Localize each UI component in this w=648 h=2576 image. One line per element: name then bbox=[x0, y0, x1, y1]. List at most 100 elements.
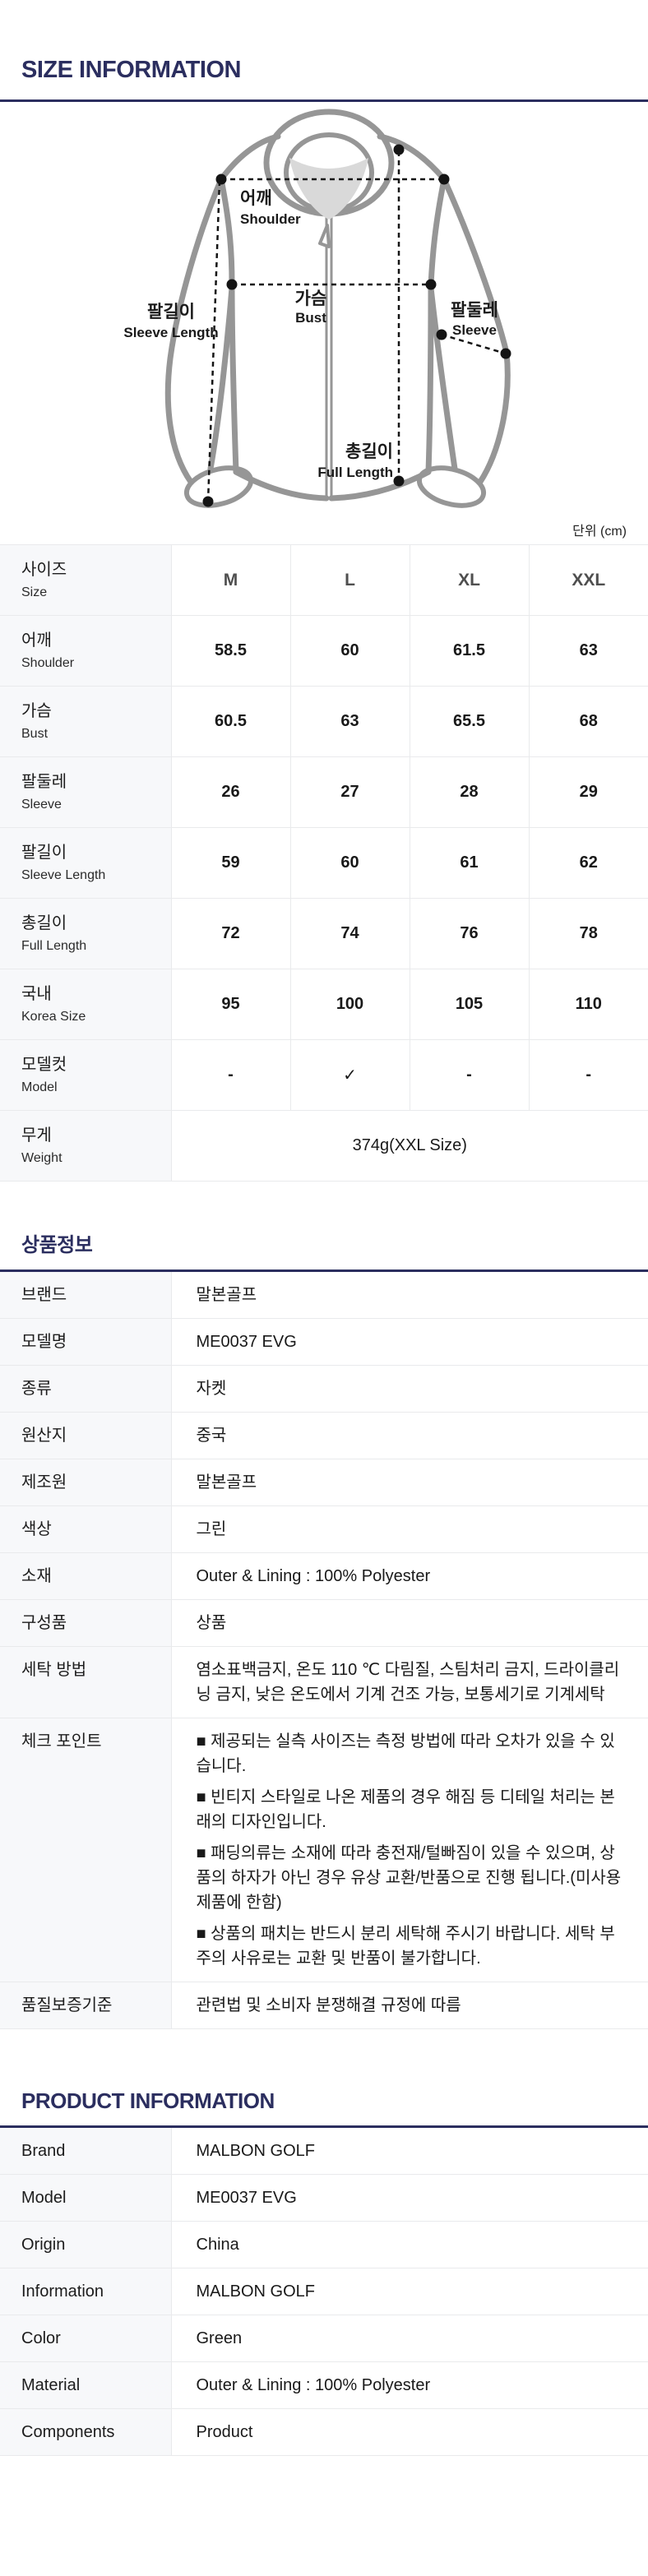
info-row-category: 종류 자켓 bbox=[0, 1365, 648, 1413]
row-label: 종류 bbox=[0, 1365, 172, 1413]
row-value: Outer & Lining : 100% Polyester bbox=[171, 2361, 648, 2409]
check-point-item: ■ 패딩의류는 소재에 따라 충전재/털빠짐이 있을 수 있으며, 상품의 하자… bbox=[196, 1844, 622, 1912]
row-value: 그린 bbox=[171, 1505, 648, 1553]
info-row-brand-en: Brand MALBON GOLF bbox=[0, 2128, 648, 2175]
row-value: 관련법 및 소비자 분쟁해결 규정에 따름 bbox=[171, 1982, 648, 2029]
size-value-cell: 105 bbox=[409, 969, 530, 1040]
row-label: 국내 Korea Size bbox=[0, 969, 172, 1040]
row-label: 품질보증기준 bbox=[0, 1982, 172, 2029]
section-divider bbox=[0, 99, 648, 102]
diagram-bust-label-ko: 가슴 bbox=[295, 289, 327, 308]
info-row-color-en: Color Green bbox=[0, 2315, 648, 2362]
size-value-cell: 28 bbox=[409, 756, 530, 828]
size-table-row-sleeve: 팔둘레 Sleeve 26 27 28 29 bbox=[0, 756, 648, 828]
size-value-cell: 76 bbox=[409, 898, 530, 969]
row-label: 총길이 Full Length bbox=[0, 898, 172, 969]
info-row-model-en: Model ME0037 EVG bbox=[0, 2174, 648, 2222]
info-row-model-name: 모델명 ME0037 EVG bbox=[0, 1318, 648, 1366]
row-value: Product bbox=[171, 2408, 648, 2456]
size-value-cell: 60.5 bbox=[170, 686, 291, 757]
product-info-en-table: Brand MALBON GOLF Model ME0037 EVG Origi… bbox=[0, 2128, 648, 2456]
diagram-shoulder-label-en: Shoulder bbox=[240, 211, 301, 227]
check-point-item: ■ 제공되는 실측 사이즈는 측정 방법에 따라 오차가 있을 수 있습니다. bbox=[196, 1732, 615, 1775]
row-label: 원산지 bbox=[0, 1412, 172, 1459]
row-label: 체크 포인트 bbox=[0, 1718, 172, 1982]
info-row-material-en: Material Outer & Lining : 100% Polyester bbox=[0, 2361, 648, 2409]
diagram-sleeve-length-label-en: Sleeve Length bbox=[123, 325, 218, 340]
row-value: ME0037 EVG bbox=[171, 2174, 648, 2222]
row-label: 무게 Weight bbox=[0, 1110, 172, 1182]
row-label: 소재 bbox=[0, 1552, 172, 1600]
section-divider bbox=[0, 2125, 648, 2128]
row-label: 모델명 bbox=[0, 1318, 172, 1366]
info-row-warranty: 품질보증기준 관련법 및 소비자 분쟁해결 규정에 따름 bbox=[0, 1982, 648, 2029]
row-label: 팔길이 Sleeve Length bbox=[0, 827, 172, 899]
row-value: Outer & Lining : 100% Polyester bbox=[171, 1552, 648, 1600]
row-label: 브랜드 bbox=[0, 1272, 172, 1319]
info-row-components-en: Components Product bbox=[0, 2408, 648, 2456]
row-label: 구성품 bbox=[0, 1599, 172, 1647]
row-label: Information bbox=[0, 2268, 172, 2315]
row-label: 세탁 방법 bbox=[0, 1646, 172, 1718]
collar-fill bbox=[289, 158, 368, 220]
size-table-row-bust: 가슴 Bust 60.5 63 65.5 68 bbox=[0, 686, 648, 757]
size-table-row-model-cut: 모델컷 Model - ✓ - - bbox=[0, 1039, 648, 1111]
size-value-cell: 59 bbox=[170, 827, 291, 899]
model-cut-cell: - bbox=[409, 1039, 530, 1111]
size-value-cell: 60 bbox=[289, 827, 410, 899]
size-value-cell: 29 bbox=[528, 756, 648, 828]
size-table-row-korea-size: 국내 Korea Size 95 100 105 110 bbox=[0, 969, 648, 1040]
row-value: ME0037 EVG bbox=[171, 1318, 648, 1366]
size-column-m: M bbox=[170, 544, 291, 616]
size-column-l: L bbox=[289, 544, 410, 616]
diagram-shoulder-label-ko: 어깨 bbox=[240, 189, 272, 208]
unit-label: 단위 (cm) bbox=[572, 525, 627, 539]
size-column-xl: XL bbox=[409, 544, 530, 616]
jacket-measurement-diagram: 어깨 Shoulder 가슴 Bust 팔길이 Sleeve Length 팔둘… bbox=[123, 109, 511, 508]
size-value-cell: 63 bbox=[528, 615, 648, 687]
size-value-cell: 72 bbox=[170, 898, 291, 969]
size-value-cell: 26 bbox=[170, 756, 291, 828]
size-table-header-label: 사이즈 Size bbox=[0, 544, 172, 616]
info-row-origin: 원산지 중국 bbox=[0, 1412, 648, 1459]
row-value: Green bbox=[171, 2315, 648, 2362]
row-value: 상품 bbox=[171, 1599, 648, 1647]
row-value: 말본골프 bbox=[171, 1459, 648, 1506]
size-value-cell: 27 bbox=[289, 756, 410, 828]
size-table-row-sleeve-length: 팔길이 Sleeve Length 59 60 61 62 bbox=[0, 827, 648, 899]
size-value-cell: 95 bbox=[170, 969, 291, 1040]
size-table-header-row: 사이즈 Size M L XL XXL bbox=[0, 544, 648, 616]
row-label: 어깨 Shoulder bbox=[0, 615, 172, 687]
size-value-cell: 58.5 bbox=[170, 615, 291, 687]
size-value-cell: 74 bbox=[289, 898, 410, 969]
section-divider bbox=[0, 1270, 648, 1272]
diagram-full-length-label-en: Full Length bbox=[317, 465, 393, 480]
product-info-ko-title: 상품정보 bbox=[21, 1234, 93, 1256]
row-value: MALBON GOLF bbox=[171, 2268, 648, 2315]
row-value: China bbox=[171, 2221, 648, 2268]
size-value-cell: 78 bbox=[528, 898, 648, 969]
size-value-cell: 61 bbox=[409, 827, 530, 899]
diagram-full-length-label-ko: 총길이 bbox=[345, 442, 393, 461]
size-value-cell: 60 bbox=[289, 615, 410, 687]
info-row-origin-en: Origin China bbox=[0, 2221, 648, 2268]
row-value: 염소표백금지, 온도 110 ℃ 다림질, 스팀처리 금지, 드라이클리닝 금지… bbox=[171, 1646, 648, 1718]
size-value-cell: 110 bbox=[528, 969, 648, 1040]
row-value: 자켓 bbox=[171, 1365, 648, 1413]
info-row-brand: 브랜드 말본골프 bbox=[0, 1272, 648, 1319]
row-label: Model bbox=[0, 2174, 172, 2222]
model-cut-cell: - bbox=[170, 1039, 291, 1111]
info-row-color: 색상 그린 bbox=[0, 1505, 648, 1553]
size-value-cell: 65.5 bbox=[409, 686, 530, 757]
row-label: Color bbox=[0, 2315, 172, 2362]
row-label: 제조원 bbox=[0, 1459, 172, 1506]
check-point-item: ■ 빈티지 스타일로 나온 제품의 경우 해짐 등 디테일 처리는 본래의 디자… bbox=[196, 1788, 615, 1831]
size-value-cell: 68 bbox=[528, 686, 648, 757]
size-information-title: SIZE INFORMATION bbox=[21, 57, 241, 83]
row-label: 팔둘레 Sleeve bbox=[0, 756, 172, 828]
info-row-components: 구성품 상품 bbox=[0, 1599, 648, 1647]
size-table: 사이즈 Size M L XL XXL 어깨 Shoulder 58.5 60 … bbox=[0, 544, 648, 1182]
row-label: Components bbox=[0, 2408, 172, 2456]
row-label: Material bbox=[0, 2361, 172, 2409]
model-cut-cell: - bbox=[528, 1039, 648, 1111]
